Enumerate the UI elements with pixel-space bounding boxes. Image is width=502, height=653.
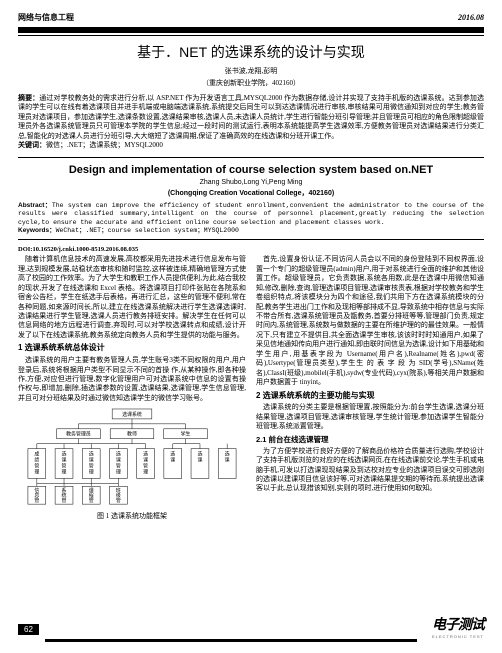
section-name: 网络与信息工程 — [18, 12, 74, 23]
svg-text:理: 理 — [89, 470, 94, 476]
svg-text:课: 课 — [62, 457, 67, 464]
svg-text:统: 统 — [62, 493, 67, 500]
footer-logo-cn: 电子测试 — [432, 614, 484, 634]
issue-date: 2016.08 — [458, 13, 484, 22]
affiliation-en: (Chongqing Creation Vocational College，4… — [18, 188, 484, 198]
svg-text:选: 选 — [143, 451, 148, 458]
header-bar: 网络与信息工程 2016.08 — [18, 12, 484, 23]
abstract-en: Abstract：The system can improve the effi… — [18, 202, 484, 227]
svg-text:绩: 绩 — [34, 457, 39, 464]
keywords-cn-label: 关键词： — [18, 141, 46, 149]
footer-logo: 电子测试 ELECTRONIC TEST — [432, 614, 484, 639]
svg-text:管: 管 — [34, 497, 39, 504]
svg-text:管: 管 — [116, 463, 121, 470]
svg-text:课: 课 — [89, 488, 94, 495]
svg-text:理: 理 — [116, 470, 121, 476]
svg-text:课: 课 — [89, 457, 94, 464]
footer-bar — [45, 639, 417, 642]
svg-text:信: 信 — [34, 488, 39, 495]
svg-text:理: 理 — [34, 470, 39, 476]
svg-text:管: 管 — [34, 463, 39, 470]
subsection-heading: 2.1 前台在线选课管理 — [256, 435, 484, 445]
svg-text:选: 选 — [198, 451, 203, 458]
svg-text:成: 成 — [34, 451, 39, 458]
abstract-en-text: The system can improve the efficiency of… — [18, 202, 484, 226]
svg-text:学生: 学生 — [181, 431, 191, 438]
svg-text:息: 息 — [34, 493, 39, 500]
page-number: 62 — [18, 624, 39, 635]
svg-text:选: 选 — [62, 451, 67, 458]
keywords-en-label: Keywords： — [18, 227, 56, 234]
svg-text:系: 系 — [62, 488, 67, 495]
svg-text:级: 级 — [116, 493, 121, 500]
divider — [18, 157, 484, 158]
svg-text:选: 选 — [170, 451, 175, 458]
affiliation-cn: （重庆创新职业学院，402160） — [18, 78, 484, 88]
abstract-cn: 摘要：通过对学校教务处的需求进行分析,以 ASP.NET 作为开发语言工具,MY… — [18, 94, 484, 141]
abstract-en-label: Abstract： — [18, 202, 52, 209]
header-rule — [18, 27, 484, 36]
svg-text:班: 班 — [116, 488, 121, 495]
svg-text:教务管理员: 教务管理员 — [66, 431, 91, 438]
svg-text:选课系统: 选课系统 — [122, 411, 142, 418]
diagram-svg: 选课系统教务管理员教师学生成绩管理选课管理选课管理选课管理选课管理选课选课选课信… — [18, 407, 246, 506]
paragraph: 首先,设置身份认证,不同访问人员会以不同的身份登陆到不同权界面,设置一个专门的超… — [256, 255, 484, 387]
section-heading: 2 选课系统系统的主要功能与实现 — [256, 391, 484, 402]
column-right: 首先,设置身份认证,不同访问人员会以不同的身份登陆到不同权界面,设置一个专门的超… — [256, 255, 484, 521]
keywords-cn-text: 微信；.NET；选课系统；MYSQL2000 — [46, 141, 163, 149]
svg-text:课: 课 — [198, 457, 203, 464]
footer-logo-en: ELECTRONIC TEST — [432, 634, 484, 639]
paragraph: 随着计算机信息技术的高速发展,高校都采用先进技术进行信息发布与管理,达到规模发展… — [18, 255, 246, 340]
svg-text:选: 选 — [116, 451, 121, 458]
svg-text:课: 课 — [170, 457, 175, 464]
section-heading: 1 选课系统系统总体设计 — [18, 343, 246, 354]
abstract-cn-text: 通过对学校教务处的需求进行分析,以 ASP.NET 作为开发语言工具,MYSQL… — [18, 94, 484, 140]
svg-text:管: 管 — [116, 497, 121, 504]
keywords-en: Keywords：WeChat；.NET；course selection sy… — [18, 227, 484, 235]
svg-text:管: 管 — [62, 463, 67, 470]
divider — [18, 239, 484, 240]
svg-text:选: 选 — [225, 451, 230, 458]
svg-text:程: 程 — [89, 493, 94, 500]
abstract-cn-label: 摘要： — [18, 94, 39, 102]
body-columns: 随着计算机信息技术的高速发展,高校都采用先进技术进行信息发布与管理,达到规模发展… — [18, 255, 484, 521]
svg-text:理: 理 — [143, 470, 148, 476]
title-cn: 基于．NET 的选课系统的设计与实现 — [18, 42, 484, 62]
svg-text:选: 选 — [89, 451, 94, 458]
svg-text:课: 课 — [143, 457, 148, 464]
svg-text:课: 课 — [116, 457, 121, 464]
paragraph: 为了方便学校进行良好方便的了解商品价格符合质量进行选购,学校设计了支持手机版浏览… — [256, 447, 484, 494]
svg-text:理: 理 — [62, 470, 67, 476]
authors-en: Zhang Shubo,Long Yi,Peng Ming — [18, 179, 484, 186]
title-en: Design and implementation of course sele… — [18, 164, 484, 176]
authors-cn: 张书波,龙翔,彭明 — [18, 66, 484, 76]
figure-caption: 图 1 选课系统功能框架 — [18, 512, 246, 521]
paragraph: 选课系统的用户主要有教务管理人员,学生账号3类不同权限的用户,用户登录后,系统将… — [18, 356, 246, 403]
svg-text:管: 管 — [143, 463, 148, 470]
figure-1: 选课系统教务管理员教师学生成绩管理选课管理选课管理选课管理选课管理选课选课选课信… — [18, 407, 246, 521]
keywords-cn: 关键词：微信；.NET；选课系统；MYSQL2000 — [18, 141, 484, 150]
column-left: 随着计算机信息技术的高速发展,高校都采用先进技术进行信息发布与管理,达到规模发展… — [18, 255, 246, 521]
doi: DOI:10.16520/j.cnki.1000-8519.2016.08.03… — [18, 246, 484, 253]
svg-text:管: 管 — [89, 497, 94, 504]
svg-text:管: 管 — [62, 497, 67, 504]
svg-text:教师: 教师 — [127, 431, 137, 438]
keywords-en-text: WeChat；.NET；course selection system；MYSQ… — [56, 227, 239, 234]
svg-text:课: 课 — [225, 457, 230, 464]
paragraph: 选课系统的分类主要是根据管理置,按照能分为:前台学生选课,选课分班结果管理,选课… — [256, 403, 484, 431]
svg-text:管: 管 — [89, 463, 94, 470]
